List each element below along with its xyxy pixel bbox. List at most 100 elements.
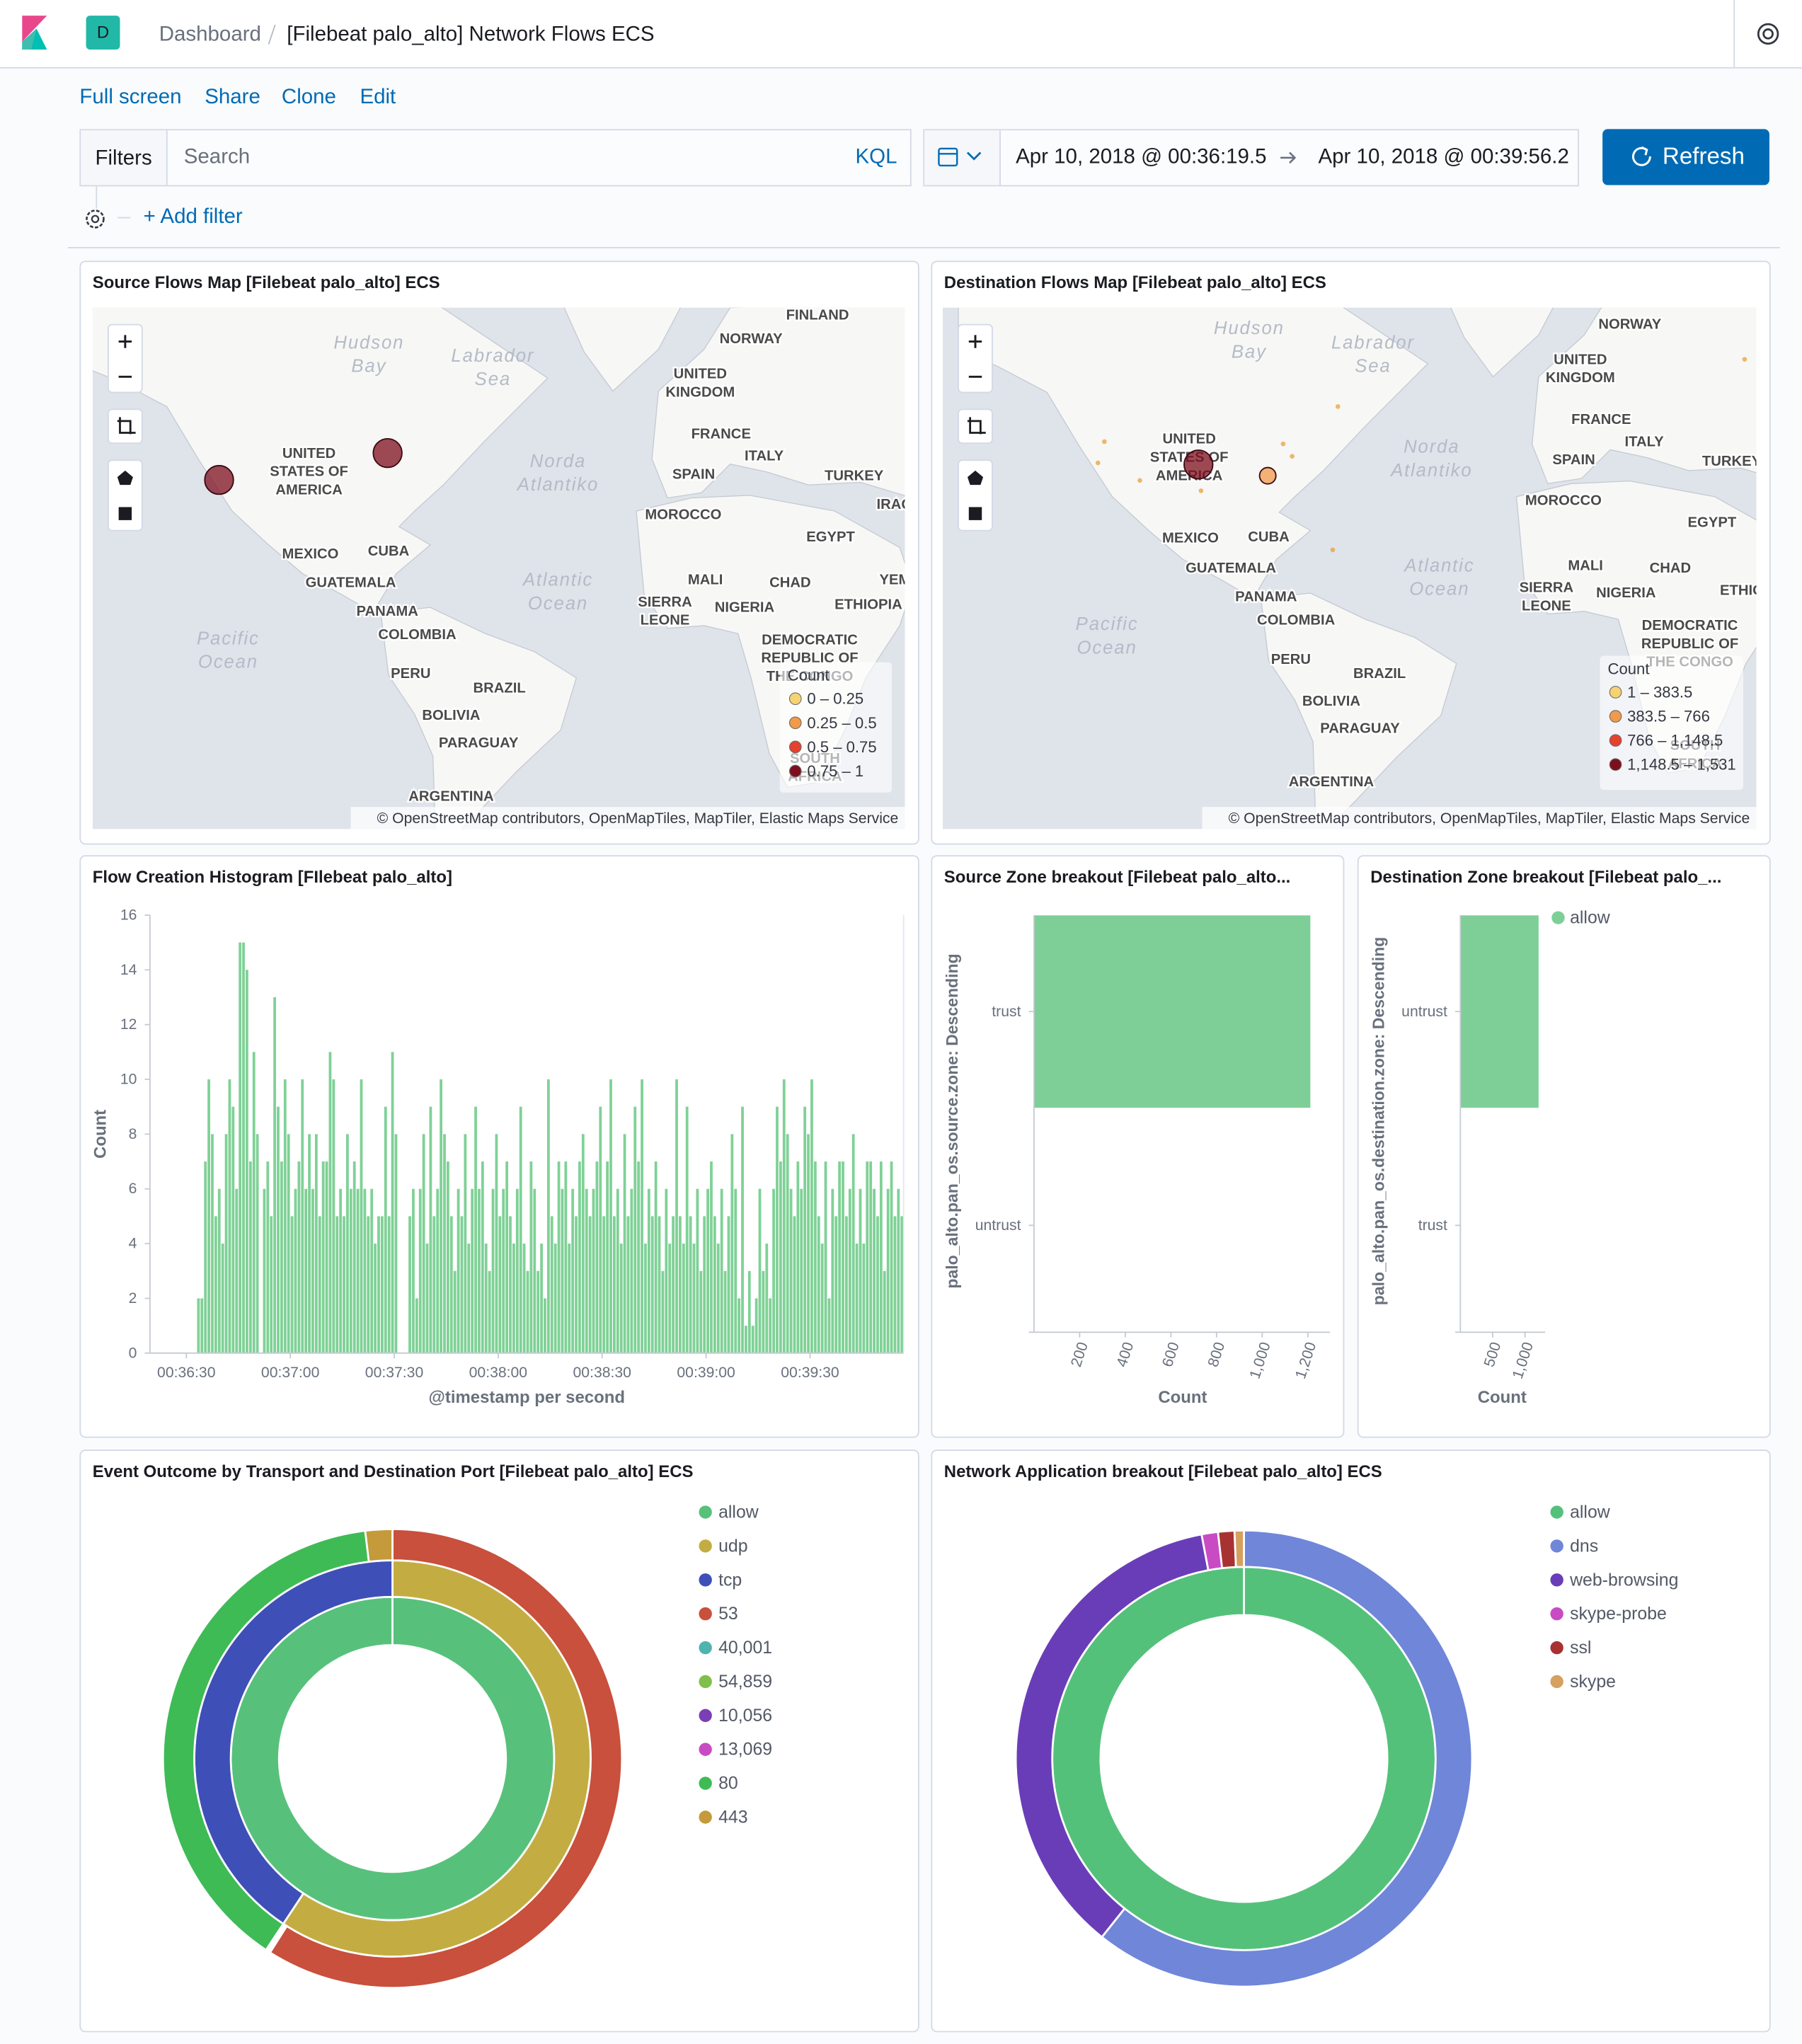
bar [370,1188,374,1353]
gear [86,209,105,229]
bar [699,1270,703,1353]
bar [879,1161,883,1353]
legend-label[interactable]: dns [1570,1536,1598,1556]
nav-link[interactable]: Share [205,85,260,108]
bar [776,1106,779,1353]
arc[interactable] [1217,1529,1237,1570]
legend-label[interactable]: 53 [718,1604,738,1624]
time-end[interactable]: Apr 10, 2018 @ 00:39:56.2 [1319,145,1569,168]
legend-label[interactable]: allow [718,1503,759,1522]
legend-swatch [699,1607,712,1621]
breadcrumb-root[interactable]: Dashboard [159,22,261,45]
legend-label[interactable]: 54,859 [718,1672,772,1692]
query-language[interactable]: KQL [855,145,897,168]
arc[interactable] [1100,1529,1474,1988]
legend-label[interactable]: allow [1570,1503,1611,1522]
bar [231,1106,235,1353]
legend-swatch [788,764,802,778]
legend-label[interactable]: skype [1570,1672,1616,1692]
legend-label[interactable]: 80 [718,1774,738,1793]
fit-control[interactable] [107,408,143,444]
time-start[interactable]: Apr 10, 2018 @ 00:36:19.5 [1016,145,1266,168]
legend-label[interactable]: 10,056 [718,1706,772,1726]
legend-label[interactable]: 443 [718,1808,747,1827]
zoom-control[interactable] [107,323,143,394]
nav-link[interactable]: Full screen [79,85,181,108]
place-label: BRAZIL [473,680,525,696]
fit-icon[interactable] [967,417,986,435]
settings-icon[interactable] [86,209,105,229]
legend-label[interactable]: skype-probe [1570,1604,1667,1624]
bar [758,1188,762,1353]
bar [803,1106,807,1353]
bounds-tool[interactable] [118,507,132,520]
bar [415,1298,418,1353]
bar [710,1161,713,1353]
nav-link[interactable]: Edit [360,85,396,108]
bar [464,1134,467,1353]
legend-swatch [1550,1641,1563,1655]
arc[interactable] [364,1528,394,1563]
bar [491,1188,495,1353]
bar [633,1106,637,1353]
kibana-logo[interactable] [22,16,47,50]
arrow-head [1289,151,1297,164]
bar [741,1106,744,1353]
bar [568,1244,571,1353]
place-label: AMERICA [275,483,343,498]
draw-control[interactable] [958,459,993,532]
legend-swatch [788,692,802,706]
legend-swatch [699,1709,712,1723]
quick-menu[interactable] [924,130,1001,185]
map-point [1095,460,1101,466]
place-label: REPUBLIC OF [761,650,858,666]
polygon-tool[interactable] [117,470,133,486]
space-badge[interactable] [86,16,120,50]
bar [754,1298,758,1353]
arc[interactable] [1233,1529,1245,1568]
polygon-tool[interactable] [967,470,984,486]
zoom-in[interactable] [968,335,982,348]
bar [367,1216,370,1353]
nav-link[interactable]: Clone [282,85,336,108]
bar [228,1079,231,1353]
date-picker[interactable] [923,129,1579,187]
water-label: Sea [475,369,511,389]
zoom-in[interactable] [118,335,132,348]
zoom-control[interactable] [958,323,993,394]
legend-label[interactable]: web-browsing [1569,1570,1678,1590]
legend-label[interactable]: ssl [1570,1638,1591,1658]
land [563,307,682,392]
bar [321,1161,325,1353]
fit-control[interactable] [958,408,993,444]
help-ring [1762,28,1774,40]
draw-control[interactable] [107,459,143,532]
bar [467,1244,471,1353]
bar [221,1244,224,1353]
bar [827,1298,831,1353]
bar [730,1134,734,1353]
arc[interactable] [268,1528,624,1990]
fit-icon[interactable] [117,417,136,435]
legend-label[interactable]: 40,001 [718,1638,772,1658]
legend-swatch [1551,911,1565,924]
bar [807,1134,810,1353]
bar [588,1216,592,1353]
bar [855,1244,859,1353]
bar [606,1161,609,1353]
legend-label[interactable]: 13,069 [718,1740,772,1759]
add-filter[interactable]: + Add filter [144,205,243,228]
bar [318,1216,321,1353]
bounds-tool[interactable] [968,507,982,520]
legend-label[interactable]: udp [718,1536,747,1556]
search-bar[interactable] [79,129,912,187]
help-icon[interactable] [1757,23,1779,45]
bar [352,1161,356,1353]
legend-label[interactable]: tcp [718,1570,742,1590]
refresh-button[interactable] [1602,129,1769,185]
bar [820,1244,824,1353]
search-placeholder[interactable]: Search [184,145,250,168]
place-label: TURKEY [825,468,884,483]
legend-label[interactable]: allow [1570,908,1611,928]
